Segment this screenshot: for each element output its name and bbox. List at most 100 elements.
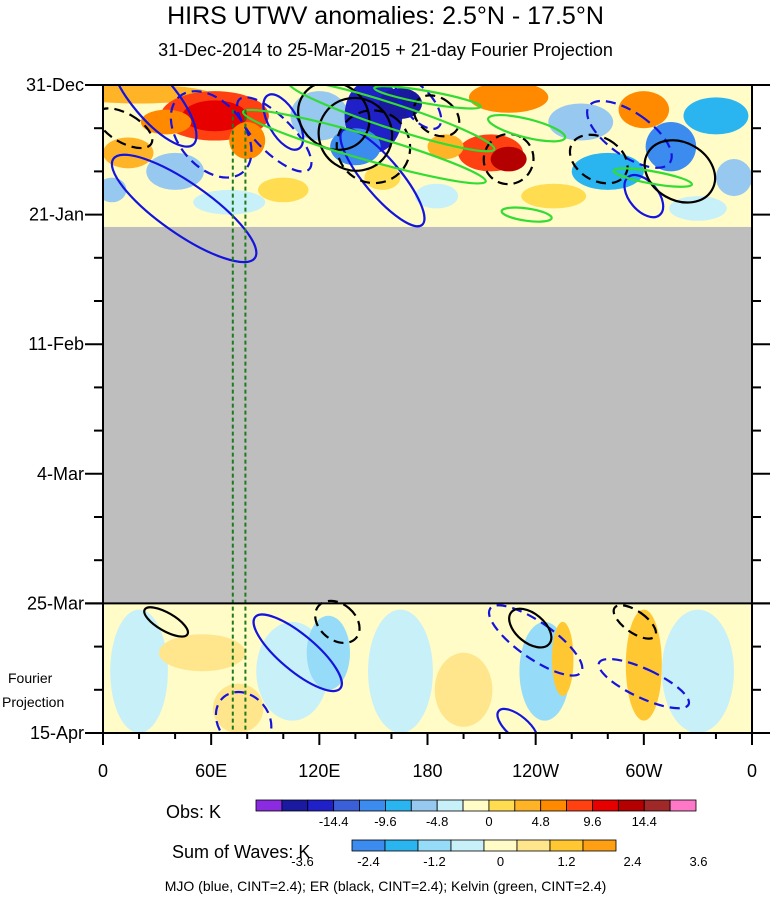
wave-contours — [103, 85, 717, 733]
mjo-contour — [339, 127, 426, 228]
er-contour — [317, 96, 394, 172]
obs-legend-swatch — [592, 799, 619, 812]
y-tick-label: 4-Mar — [37, 464, 84, 484]
obs-legend-swatch — [566, 799, 593, 812]
obs-anomaly-cell — [521, 183, 587, 209]
obs-anomaly-cell — [103, 177, 127, 203]
x-tick-label: 0 — [98, 761, 108, 781]
mjo-contour — [586, 99, 673, 169]
obs-anomaly-cell — [182, 100, 248, 132]
obs-legend-swatch — [359, 799, 386, 812]
waves-legend-tick-label: 2.4 — [623, 854, 641, 869]
y-tick-label: 31-Dec — [26, 75, 84, 95]
x-tick-label: 60E — [195, 761, 227, 781]
kelvin-contour — [287, 85, 496, 153]
missing-data-region — [103, 226, 752, 604]
observed-anomaly-field — [103, 85, 752, 227]
obs-anomaly-cell — [258, 177, 309, 203]
obs-anomaly-cell — [364, 165, 401, 190]
obs-anomaly-cell — [193, 189, 266, 215]
footer-caption: MJO (blue, CINT=2.4); ER (black, CINT=2.… — [164, 878, 607, 894]
waves-legend-swatch — [483, 839, 518, 852]
obs-anomaly-cell — [427, 134, 464, 160]
obs-legend-tick-label: 0 — [485, 814, 492, 829]
er-contour — [568, 133, 629, 185]
obs-anomaly-cell — [103, 137, 154, 169]
er-contour — [335, 109, 412, 185]
legends: -14.4 -9.6 -4.8 0 4.8 9.6 14.4 -3.6 -2.4 -1.2 0 1.2… — [255, 799, 708, 869]
waves-legend-swatch — [450, 839, 485, 852]
waves-legend-tick-label: 1.2 — [557, 854, 575, 869]
waves-legend-swatch — [417, 839, 452, 852]
obs-anomaly-cell — [571, 152, 644, 190]
obs-legend-label: Obs: K — [166, 802, 222, 822]
fourier-anomaly-cell — [661, 609, 734, 733]
obs-legend-tick-label: -4.8 — [426, 814, 448, 829]
waves-legend-swatch — [351, 839, 386, 852]
obs-legend-swatch — [281, 799, 309, 812]
er-contour — [508, 607, 553, 649]
obs-legend-tick-label: 9.6 — [583, 814, 601, 829]
waves-legend-tick-label: -1.2 — [423, 854, 445, 869]
obs-legend-swatch — [436, 799, 464, 812]
kelvin-contour — [241, 108, 487, 185]
obs-legend-swatch — [385, 799, 412, 812]
obs-legend-tick-label: -14.4 — [319, 814, 349, 829]
waves-legend-swatch — [516, 839, 551, 852]
x-tick-label: 180 — [412, 761, 442, 781]
fourier-anomaly-cell — [434, 652, 493, 727]
obs-legend-swatch — [488, 799, 516, 812]
mjo-contour — [235, 96, 313, 173]
obs-anomaly-cell — [229, 122, 266, 160]
mjo-contour — [394, 85, 443, 131]
fourier-anomaly-cell — [368, 609, 433, 733]
kelvin-contour — [612, 167, 694, 188]
fourier-label: Fourier — [8, 670, 53, 686]
projection-label: Projection — [2, 694, 65, 710]
waves-legend-swatch — [549, 839, 584, 852]
obs-anomaly-cell — [468, 85, 549, 113]
mjo-contour — [109, 85, 198, 148]
waves-legend-tick-label: 3.6 — [689, 854, 707, 869]
mjo-contour — [169, 90, 253, 179]
waves-legend-tick-label: -2.4 — [357, 854, 379, 869]
waves-legend-swatch — [582, 839, 617, 852]
obs-legend-swatch — [617, 799, 645, 812]
chart-title: HIRS UTWV anomalies: 2.5°N - 17.5°N — [167, 2, 604, 30]
obs-legend-swatch — [462, 799, 490, 812]
obs-legend-swatch — [307, 799, 335, 812]
obs-legend-tick-label: 14.4 — [632, 814, 657, 829]
er-contour — [482, 132, 535, 186]
kelvin-contour — [500, 206, 553, 223]
fourier-anomaly-cell — [625, 609, 662, 721]
mjo-contour — [496, 707, 539, 733]
obs-legend-tick-label: 4.8 — [532, 814, 550, 829]
fourier-anomaly-cell — [551, 621, 574, 696]
fourier-anomaly-cell — [110, 609, 168, 733]
obs-legend-swatch — [410, 799, 438, 812]
missing-data-fill — [103, 226, 752, 604]
obs-anomaly-cell — [490, 146, 527, 172]
obs-legend-swatch — [643, 799, 671, 812]
obs-anomaly-cell — [414, 183, 459, 209]
fourier-projection-field — [103, 603, 752, 733]
mjo-contour — [110, 153, 258, 264]
mjo-contour — [214, 690, 273, 733]
obs-legend-swatch — [514, 799, 542, 812]
y-tick-label: 21-Jan — [29, 205, 84, 225]
y-tick-label: 25-Mar — [27, 593, 84, 613]
x-tick-label: 0 — [747, 761, 757, 781]
fourier-anomaly-cell — [158, 634, 246, 672]
kelvin-contour — [373, 85, 482, 110]
x-tick-label: 60W — [625, 761, 662, 781]
mjo-contour — [252, 613, 343, 693]
er-contour — [643, 139, 717, 204]
obs-legend-swatch — [255, 799, 283, 812]
er-contour — [314, 599, 361, 645]
obs-anomaly-cell — [645, 122, 697, 172]
waves-legend-label: Sum of Waves: K — [172, 842, 311, 862]
waves-legend-tick-label: 0 — [497, 854, 504, 869]
obs-anomaly-cell — [683, 97, 749, 135]
obs-anomaly-cell — [618, 91, 670, 129]
